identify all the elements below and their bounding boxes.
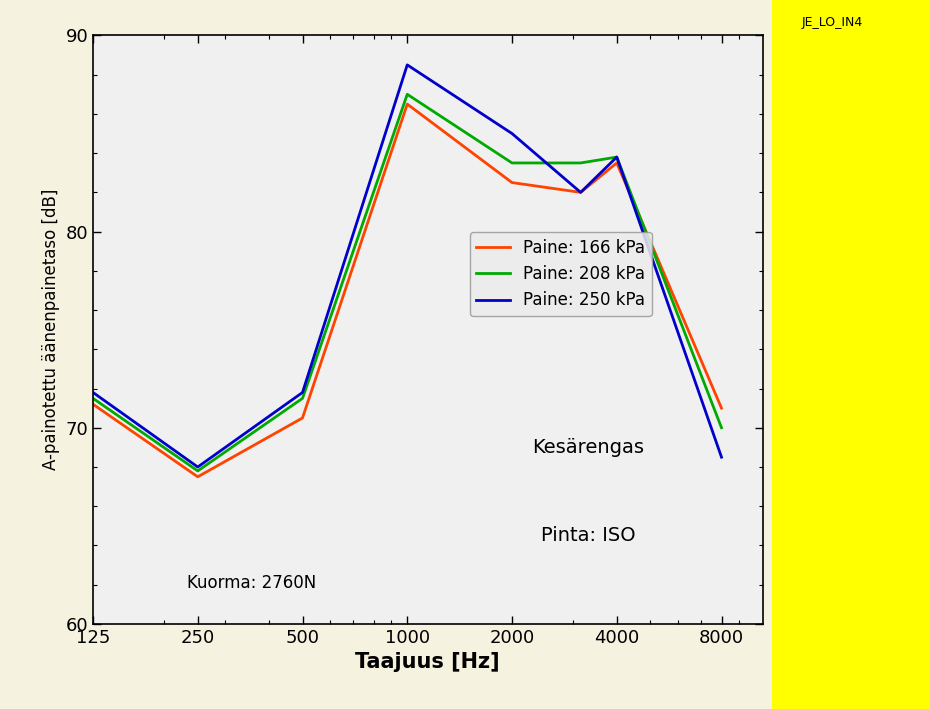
Paine: 250 kPa: (250, 68): 250 kPa: (250, 68): [193, 463, 204, 471]
Paine: 208 kPa: (1e+03, 87): 208 kPa: (1e+03, 87): [402, 90, 413, 99]
Paine: 208 kPa: (4e+03, 83.8): 208 kPa: (4e+03, 83.8): [611, 153, 622, 162]
Paine: 250 kPa: (2e+03, 85): 250 kPa: (2e+03, 85): [507, 129, 518, 138]
Line: Paine: 250 kPa: Paine: 250 kPa: [93, 65, 722, 467]
X-axis label: Taajuus [Hz]: Taajuus [Hz]: [355, 652, 500, 672]
Paine: 166 kPa: (500, 70.5): 166 kPa: (500, 70.5): [297, 414, 308, 423]
Paine: 250 kPa: (4e+03, 83.8): 250 kPa: (4e+03, 83.8): [611, 153, 622, 162]
Paine: 208 kPa: (500, 71.5): 208 kPa: (500, 71.5): [297, 394, 308, 403]
Paine: 208 kPa: (3.15e+03, 83.5): 208 kPa: (3.15e+03, 83.5): [575, 159, 586, 167]
Paine: 166 kPa: (3.15e+03, 82): 166 kPa: (3.15e+03, 82): [575, 188, 586, 196]
Paine: 166 kPa: (2e+03, 82.5): 166 kPa: (2e+03, 82.5): [507, 179, 518, 187]
Text: Kesärengas: Kesärengas: [533, 438, 644, 457]
Paine: 250 kPa: (500, 71.8): 250 kPa: (500, 71.8): [297, 389, 308, 397]
Paine: 208 kPa: (250, 67.8): 208 kPa: (250, 67.8): [193, 467, 204, 475]
Paine: 250 kPa: (1e+03, 88.5): 250 kPa: (1e+03, 88.5): [402, 61, 413, 69]
Line: Paine: 166 kPa: Paine: 166 kPa: [93, 104, 722, 477]
Paine: 250 kPa: (125, 71.8): 250 kPa: (125, 71.8): [87, 389, 99, 397]
Paine: 208 kPa: (8e+03, 70): 208 kPa: (8e+03, 70): [716, 423, 727, 432]
Paine: 208 kPa: (125, 71.5): 208 kPa: (125, 71.5): [87, 394, 99, 403]
Paine: 208 kPa: (2e+03, 83.5): 208 kPa: (2e+03, 83.5): [507, 159, 518, 167]
Paine: 166 kPa: (4e+03, 83.5): 166 kPa: (4e+03, 83.5): [611, 159, 622, 167]
Paine: 166 kPa: (250, 67.5): 166 kPa: (250, 67.5): [193, 473, 204, 481]
Text: Kuorma: 2760N: Kuorma: 2760N: [187, 574, 316, 592]
Paine: 166 kPa: (1e+03, 86.5): 166 kPa: (1e+03, 86.5): [402, 100, 413, 108]
Text: JE_LO_IN4: JE_LO_IN4: [802, 16, 863, 28]
Paine: 166 kPa: (8e+03, 71): 166 kPa: (8e+03, 71): [716, 404, 727, 413]
Paine: 250 kPa: (8e+03, 68.5): 250 kPa: (8e+03, 68.5): [716, 453, 727, 462]
Line: Paine: 208 kPa: Paine: 208 kPa: [93, 94, 722, 471]
Text: Pinta: ISO: Pinta: ISO: [541, 526, 636, 545]
Legend: Paine: 166 kPa, Paine: 208 kPa, Paine: 250 kPa: Paine: 166 kPa, Paine: 208 kPa, Paine: 2…: [470, 232, 652, 316]
Y-axis label: A-painotettu äänenpainetaso [dB]: A-painotettu äänenpainetaso [dB]: [42, 189, 60, 470]
Paine: 250 kPa: (3.15e+03, 82): 250 kPa: (3.15e+03, 82): [575, 188, 586, 196]
Paine: 166 kPa: (125, 71.2): 166 kPa: (125, 71.2): [87, 400, 99, 408]
